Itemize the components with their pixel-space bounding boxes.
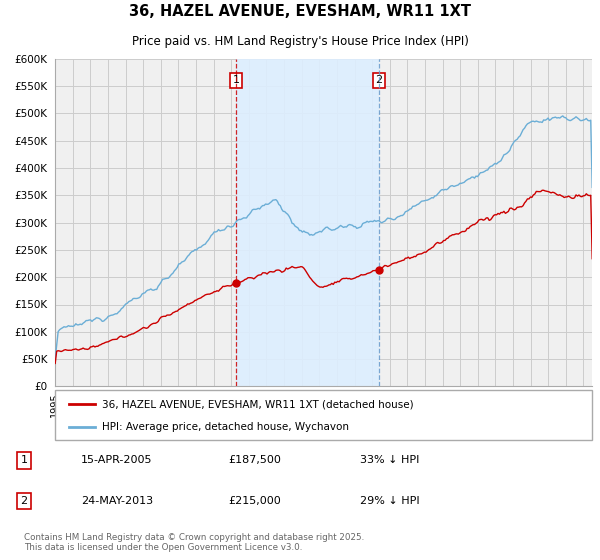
Text: 36, HAZEL AVENUE, EVESHAM, WR11 1XT: 36, HAZEL AVENUE, EVESHAM, WR11 1XT [129,4,471,19]
FancyBboxPatch shape [55,390,592,440]
Text: 36, HAZEL AVENUE, EVESHAM, WR11 1XT (detached house): 36, HAZEL AVENUE, EVESHAM, WR11 1XT (det… [103,399,414,409]
Text: 1: 1 [233,75,240,85]
Text: 1: 1 [20,455,28,465]
Text: 15-APR-2005: 15-APR-2005 [81,455,152,465]
Bar [236,59,379,386]
Text: 2: 2 [20,496,28,506]
Text: 33% ↓ HPI: 33% ↓ HPI [360,455,419,465]
Text: £215,000: £215,000 [228,496,281,506]
Text: 24-MAY-2013: 24-MAY-2013 [81,496,153,506]
Text: 29% ↓ HPI: 29% ↓ HPI [360,496,419,506]
Text: Contains HM Land Registry data © Crown copyright and database right 2025.
This d: Contains HM Land Registry data © Crown c… [24,533,364,552]
Text: £187,500: £187,500 [228,455,281,465]
Text: HPI: Average price, detached house, Wychavon: HPI: Average price, detached house, Wych… [103,422,349,432]
Text: Price paid vs. HM Land Registry's House Price Index (HPI): Price paid vs. HM Land Registry's House … [131,35,469,48]
Text: 2: 2 [376,75,383,85]
